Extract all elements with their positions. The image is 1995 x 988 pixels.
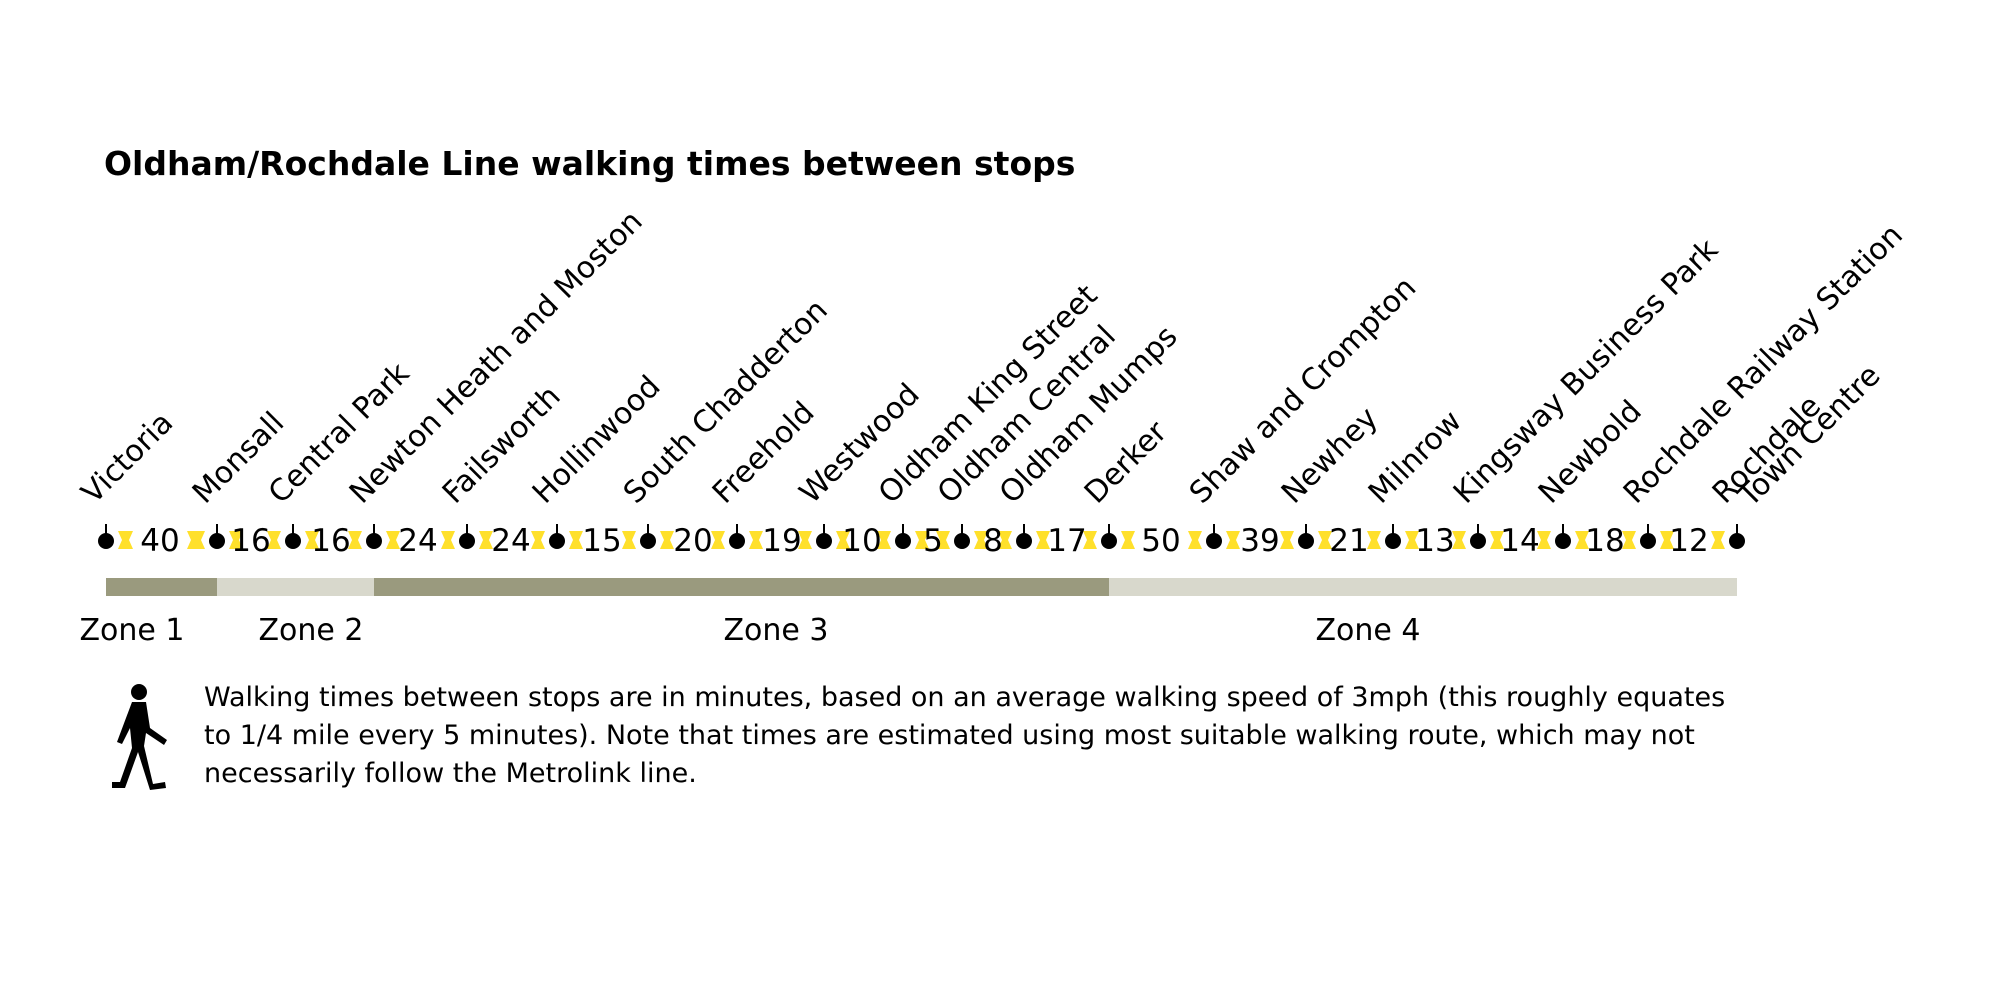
walking-time-label: 15 (582, 523, 621, 559)
stop-marker (285, 533, 301, 549)
walk-connector-left (749, 531, 763, 549)
walking-time-label: 50 (1141, 523, 1180, 559)
footnote-line-2: to 1/4 mile every 5 minutes). Note that … (204, 720, 1695, 751)
walking-person-icon (112, 684, 167, 790)
walk-connector-right (348, 531, 362, 549)
walking-time-label: 40 (140, 523, 179, 559)
stop-marker (1729, 533, 1745, 549)
walking-time-label: 16 (231, 523, 270, 559)
stop-marker (459, 533, 475, 549)
walking-times-group: 40 16 16 24 24 15 20 19 10 5 8 17 50 39 21 13 14 18 12 (140, 523, 1708, 559)
walk-connector-left (1660, 531, 1674, 549)
stop-marker (954, 533, 970, 549)
walk-connector-left (479, 531, 493, 549)
zone-bar-segment (217, 578, 374, 596)
walking-time-label: 21 (1329, 523, 1368, 559)
zone-bar-segment (374, 578, 1109, 596)
walk-connector-right (711, 531, 725, 549)
footnote: Walking times between stops are in minut… (204, 682, 1725, 789)
zones-group: Zone 1 Zone 2 Zone 3 Zone 4 (80, 578, 1737, 648)
walk-connector-right (998, 531, 1012, 549)
walking-time-label: 17 (1047, 523, 1086, 559)
footnote-line-1: Walking times between stops are in minut… (204, 682, 1725, 713)
walk-connector-right (531, 531, 545, 549)
stop-marker (1101, 533, 1117, 549)
walk-connector-right (1537, 531, 1551, 549)
walking-time-label: 13 (1415, 523, 1454, 559)
walk-connector-right (1083, 531, 1097, 549)
stop-marker (549, 533, 565, 549)
zone-bar-segment (106, 578, 217, 596)
walk-connector-right (1280, 531, 1294, 549)
walking-time-label: 16 (311, 523, 350, 559)
walking-time-label: 14 (1500, 523, 1539, 559)
stop-marker (1385, 533, 1401, 549)
walk-connector-left (118, 531, 133, 549)
stops-group (98, 524, 1745, 549)
stop-marker (816, 533, 832, 549)
walking-time-label: 19 (762, 523, 801, 559)
walk-connector-left (1490, 531, 1504, 549)
zone-label: Zone 4 (1316, 613, 1421, 648)
stop-marker (366, 533, 382, 549)
walk-connector-left (1405, 531, 1419, 549)
zone-bar-segment (1109, 578, 1737, 596)
walk-connector-left (1121, 531, 1135, 549)
walk-connector-left (660, 531, 674, 549)
walking-time-label: 12 (1669, 523, 1708, 559)
stop-marker (1555, 533, 1571, 549)
walk-connector-right (1452, 531, 1466, 549)
stop-label: Victoria (75, 405, 180, 510)
walk-connector-right (1367, 531, 1381, 549)
walk-connector-left (1318, 531, 1332, 549)
walking-time-label: 20 (673, 523, 712, 559)
walk-connector-left (915, 531, 929, 549)
walk-connector-left (1226, 531, 1240, 549)
walk-connector-right (267, 531, 281, 549)
walking-time-label: 39 (1240, 523, 1279, 559)
diagram-title: Oldham/Rochdale Line walking times betwe… (104, 144, 1075, 183)
walk-connector-right (798, 531, 812, 549)
walk-connector-right (622, 531, 636, 549)
stop-marker (1206, 533, 1222, 549)
walk-connector-right (877, 531, 891, 549)
walk-connector-right (936, 531, 950, 549)
stop-marker (640, 533, 656, 549)
stop-marker (98, 533, 114, 549)
walk-connector-left (305, 531, 319, 549)
walking-time-label: 24 (398, 523, 437, 559)
stop-marker (1640, 533, 1656, 549)
walking-time-label: 18 (1585, 523, 1624, 559)
walk-connector-left (1575, 531, 1589, 549)
walk-connector-right (187, 531, 205, 549)
zone-label: Zone 1 (80, 613, 185, 648)
walk-connector-left (386, 531, 400, 549)
walking-time-label: 5 (923, 523, 943, 559)
walking-connectors (118, 531, 1725, 549)
stop-marker (1470, 533, 1486, 549)
zone-label: Zone 3 (724, 613, 829, 648)
walk-connector-left (974, 531, 988, 549)
walking-time-label: 10 (842, 523, 881, 559)
walk-connector-right (441, 531, 455, 549)
walk-connector-right (1711, 531, 1725, 549)
walk-connector-right (1188, 531, 1202, 549)
footnote-line-3: necessarily follow the Metrolink line. (204, 758, 697, 789)
walk-connector-left (836, 531, 850, 549)
walk-connector-left (569, 531, 583, 549)
stop-marker (1016, 533, 1032, 549)
walk-connector-right (1622, 531, 1636, 549)
stop-marker (729, 533, 745, 549)
stop-marker (895, 533, 911, 549)
stop-marker (209, 533, 225, 549)
walking-time-label: 24 (491, 523, 530, 559)
walk-connector-left (229, 531, 243, 549)
stop-marker (1298, 533, 1314, 549)
walk-connector-left (1036, 531, 1050, 549)
zone-label: Zone 2 (259, 613, 364, 648)
walking-time-label: 8 (983, 523, 1003, 559)
